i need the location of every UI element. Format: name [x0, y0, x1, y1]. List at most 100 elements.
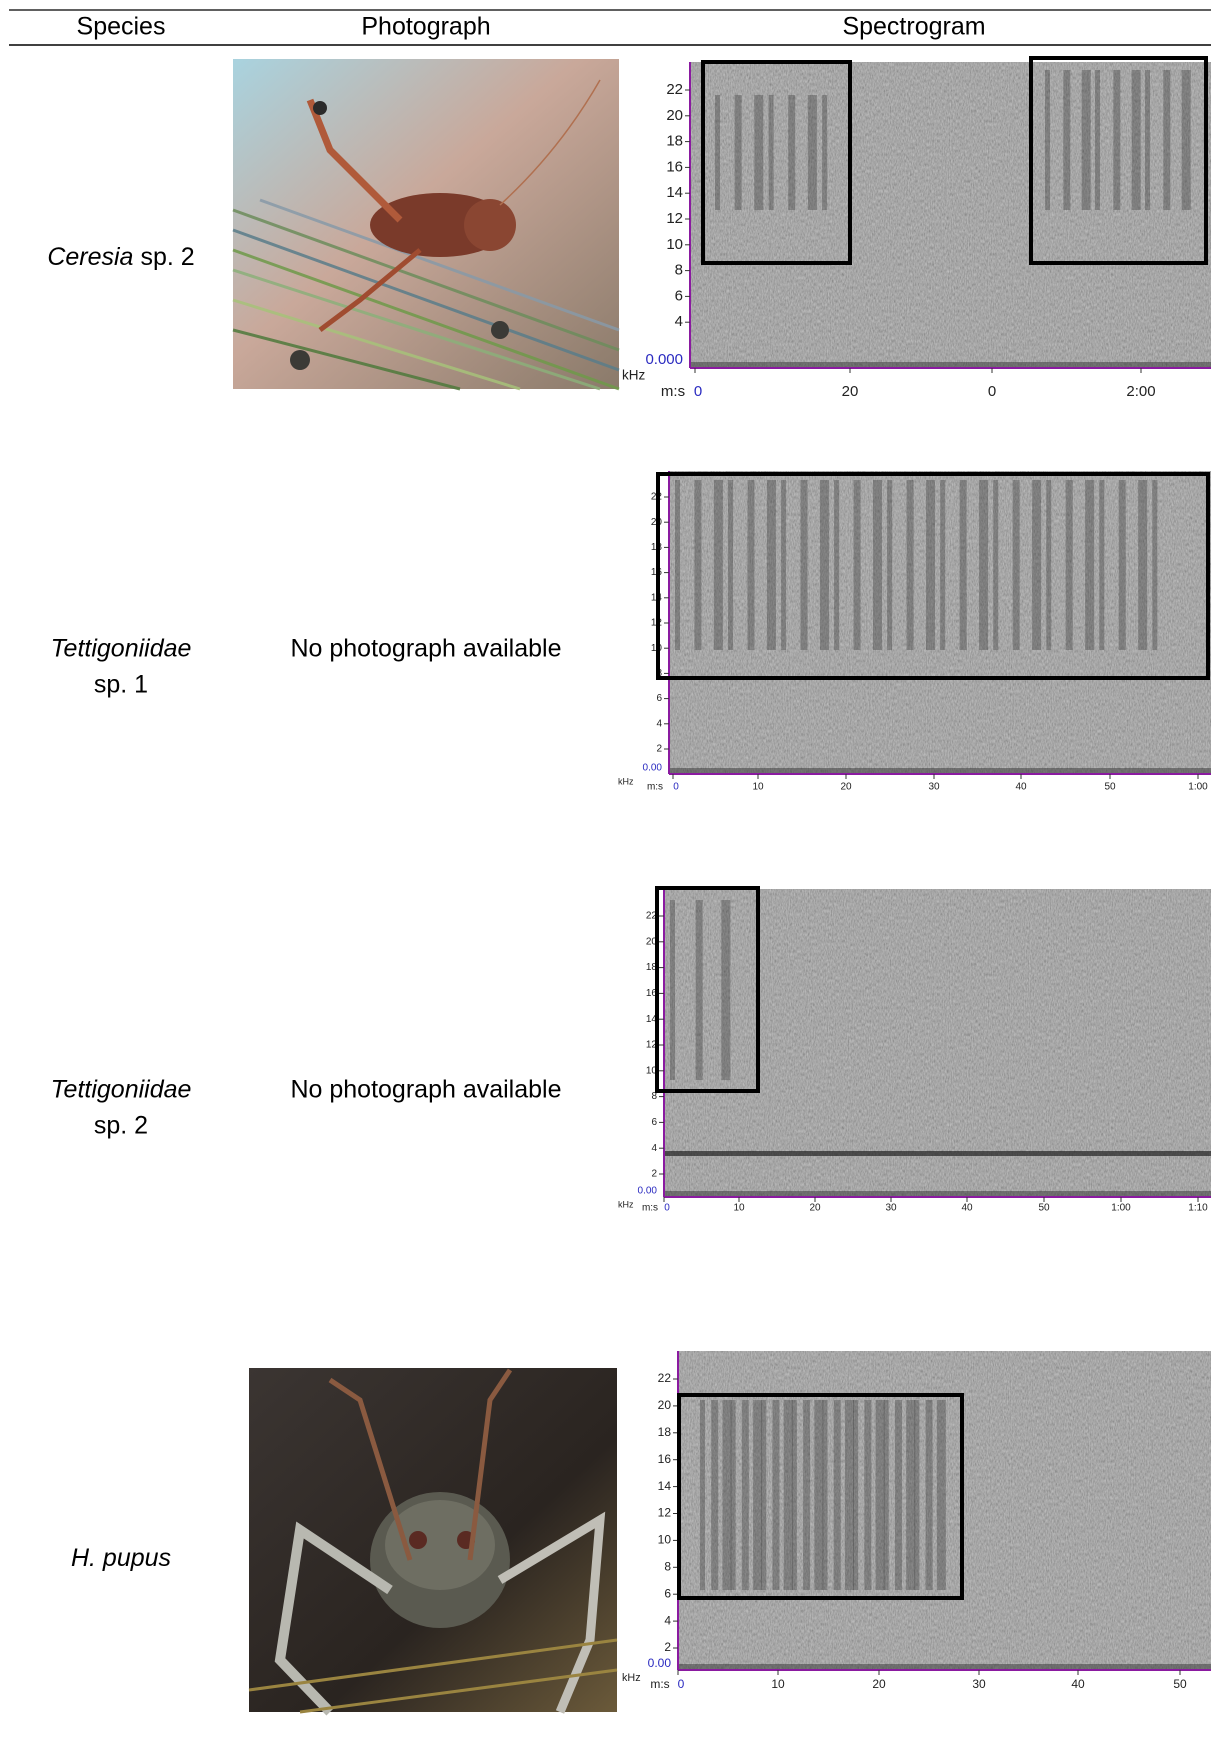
x-tick-label: 1:10: [1188, 1203, 1208, 1214]
x-tick-label: 20: [840, 782, 852, 793]
y-tick-label: 16: [658, 1452, 672, 1466]
y-unit: kHz: [622, 368, 645, 383]
x-tick-label: 0: [694, 383, 702, 400]
call-pulse: [1152, 480, 1157, 650]
call-pulse: [1085, 480, 1094, 650]
call-pulse: [694, 480, 701, 650]
call-pulse: [808, 95, 817, 210]
call-pulse: [1163, 70, 1170, 210]
header-species: Species: [77, 13, 166, 41]
species-name: sp. 2: [94, 1112, 148, 1140]
call-pulse: [1032, 480, 1041, 650]
y-tick-label: 20: [658, 1398, 672, 1412]
x-tick-label: 40: [1071, 1677, 1085, 1691]
call-pulse: [993, 480, 998, 650]
call-pulse: [792, 1400, 797, 1590]
call-pulse: [876, 1400, 885, 1590]
y-tick-label: 18: [658, 1425, 672, 1439]
y-tick-label: 22: [658, 1371, 672, 1385]
call-pulse: [940, 480, 945, 650]
species-name: H. pupus: [71, 1544, 171, 1572]
x-tick-label: 2:00: [1126, 383, 1155, 400]
y-zero-label: 0.00: [643, 763, 663, 774]
x-tick-label: 30: [972, 1677, 986, 1691]
x-tick-label: 10: [752, 782, 764, 793]
call-pulse: [1095, 70, 1100, 210]
y-tick-label: 8: [675, 262, 683, 279]
x-tick-label: 0: [678, 1677, 685, 1691]
call-pulse: [769, 95, 774, 210]
y-tick-label: 12: [658, 1506, 672, 1520]
call-pulse: [820, 480, 829, 650]
x-tick-label: 30: [928, 782, 940, 793]
y-tick-label: 22: [666, 81, 683, 98]
species-epithet: sp. 2: [140, 243, 194, 271]
call-pulse: [754, 95, 763, 210]
call-pulse: [1138, 480, 1147, 650]
y-tick-label: 4: [656, 718, 662, 729]
call-pulse: [853, 1400, 858, 1590]
call-pulse: [753, 1400, 762, 1590]
call-pulse: [1182, 70, 1191, 210]
y-tick-label: 6: [664, 1586, 671, 1600]
spectrogram-tone: [664, 889, 1211, 1197]
call-pulse: [814, 1400, 823, 1590]
y-unit: kHz: [622, 1672, 641, 1684]
x-tick-label: 50: [1038, 1203, 1050, 1214]
species-name: sp. 1: [94, 671, 148, 699]
header-spectrogram: Spectrogram: [842, 13, 985, 41]
x-tick-label: 40: [961, 1203, 973, 1214]
call-pulse: [761, 1400, 766, 1590]
y-tick-label: 4: [664, 1613, 671, 1627]
x-tick-label: 0: [664, 1203, 670, 1214]
y-zero-label: 0.000: [645, 351, 683, 368]
call-pulse: [711, 1400, 718, 1590]
call-pulse: [731, 1400, 736, 1590]
y-tick-label: 10: [658, 1533, 672, 1547]
call-pulse: [788, 95, 795, 210]
y-tick-label: 10: [666, 236, 683, 253]
call-pulse: [1013, 480, 1020, 650]
call-pulse: [834, 480, 839, 650]
call-pulse: [700, 1400, 705, 1590]
x-tick-label: 10: [733, 1203, 745, 1214]
call-pulse: [906, 1400, 915, 1590]
x-tick-label: 0: [673, 782, 679, 793]
call-pulse: [937, 1400, 946, 1590]
call-pulse: [722, 1400, 731, 1590]
y-tick-label: 14: [666, 184, 683, 201]
call-pulse: [714, 480, 723, 650]
header-photograph: Photograph: [361, 13, 490, 41]
call-pulse: [1119, 480, 1126, 650]
call-pulse: [834, 1400, 841, 1590]
y-tick-label: 6: [675, 287, 683, 304]
call-pulse: [670, 900, 675, 1080]
call-pulse: [884, 1400, 889, 1590]
no-photograph-note: No photograph available: [290, 635, 561, 663]
x-tick-label: 20: [809, 1203, 821, 1214]
call-pulse: [696, 900, 703, 1080]
y-zero-label: 0.00: [638, 1186, 658, 1197]
call-pulse: [1046, 480, 1051, 650]
call-pulse: [772, 1400, 779, 1590]
call-pulse: [735, 95, 742, 210]
call-pulse: [845, 1400, 854, 1590]
call-pulse: [926, 480, 935, 650]
call-pulse: [979, 480, 988, 650]
x-tick-label: 10: [771, 1677, 785, 1691]
species-genus: Ceresia: [47, 243, 133, 271]
x-tick-label: 0: [988, 383, 996, 400]
call-pulse: [873, 480, 882, 650]
call-pulse: [822, 95, 827, 210]
call-pulse: [864, 1400, 871, 1590]
species-name: Tettigoniidae: [51, 1076, 192, 1104]
call-pulse: [1113, 70, 1120, 210]
call-pulse: [767, 480, 776, 650]
y-tick-label: 16: [666, 158, 683, 175]
spectrogram: 2220181614121086420.00kHzm:s010203040501…: [618, 471, 1211, 793]
call-pulse: [715, 95, 720, 210]
x-tick-label: 1:00: [1111, 1203, 1131, 1214]
